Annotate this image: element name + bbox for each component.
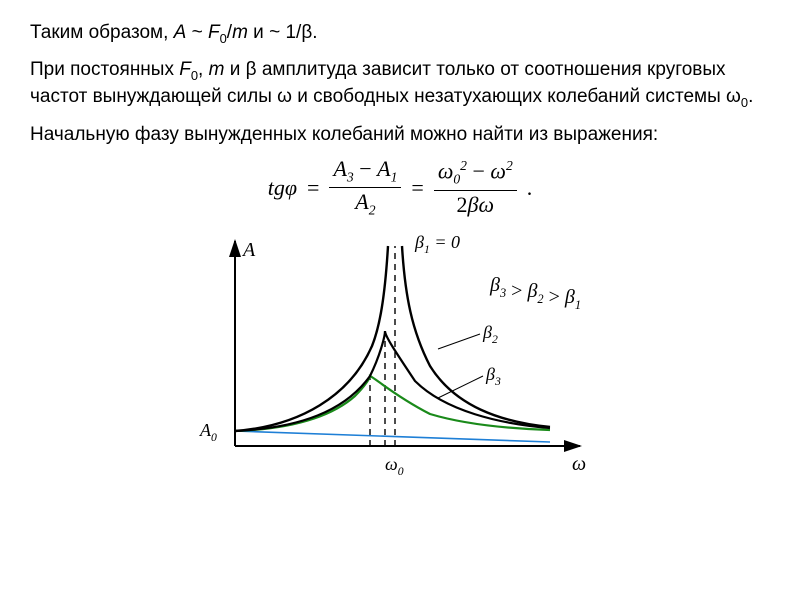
denominator: A2: [351, 188, 379, 218]
svg-text:A: A: [241, 239, 256, 261]
paragraph-1: Таким образом, A ~ F0/m и ~ 1/β.: [30, 20, 770, 47]
text: .: [748, 86, 753, 107]
sub-0: 0: [220, 31, 227, 46]
sym-F: F: [179, 59, 191, 80]
text: и ~ 1/: [248, 22, 301, 43]
svg-text:β3 > β2 > β1: β3 > β2 > β1: [489, 274, 581, 312]
sub-0: 0: [191, 68, 198, 83]
text: и: [224, 59, 245, 80]
numerator: A3 − A1: [329, 157, 401, 188]
sym-m: m: [232, 22, 248, 43]
eq-lhs: tgφ: [268, 175, 297, 201]
text: .: [312, 22, 317, 43]
sub-0: 0: [741, 95, 748, 110]
text: ~: [186, 22, 208, 43]
svg-text:β3: β3: [485, 364, 501, 388]
text: Начальную фазу вынужденных колебаний мож…: [30, 124, 658, 145]
fraction-2: ω02 − ω2 2βω: [434, 159, 517, 215]
equation-block: tgφ = A3 − A1 A2 = ω02 − ω2 2βω .: [30, 157, 770, 217]
denominator: 2βω: [453, 191, 499, 216]
numerator: ω02 − ω2: [434, 159, 517, 190]
svg-text:β1 = 0: β1 = 0: [414, 232, 460, 256]
resonance-chart: Aω A0 ω0 β1 = 0 β2 β3 β3 > β2 > β1: [30, 226, 770, 511]
text: и свободных незатухающих колебаний систе…: [292, 86, 726, 107]
paragraph-3: Начальную фазу вынужденных колебаний мож…: [30, 122, 770, 148]
eq-sign: =: [307, 175, 319, 201]
fraction-1: A3 − A1 A2: [329, 157, 401, 217]
equation: tgφ = A3 − A1 A2 = ω02 − ω2 2βω .: [268, 157, 533, 217]
sym-beta: β: [301, 22, 312, 43]
eq-sign: =: [411, 175, 423, 201]
sym-beta: β: [246, 59, 257, 80]
sym-F: F: [208, 22, 220, 43]
sym-omega: ω: [726, 86, 741, 107]
svg-text:β2: β2: [482, 322, 498, 346]
text: При постоянных: [30, 59, 179, 80]
svg-text:ω: ω: [572, 453, 586, 475]
svg-text:ω0: ω0: [385, 454, 404, 478]
sym-A: A: [174, 22, 187, 43]
paragraph-2: При постоянных F0, m и β амплитуда завис…: [30, 57, 770, 111]
sym-m: m: [209, 59, 225, 80]
text: ,: [198, 59, 209, 80]
svg-text:A0: A0: [199, 420, 217, 444]
chart-svg: Aω A0 ω0 β1 = 0 β2 β3 β3 > β2 > β1: [180, 226, 620, 506]
eq-dot: .: [527, 175, 533, 201]
text: Таким образом,: [30, 22, 174, 43]
sym-omega: ω: [277, 86, 292, 107]
